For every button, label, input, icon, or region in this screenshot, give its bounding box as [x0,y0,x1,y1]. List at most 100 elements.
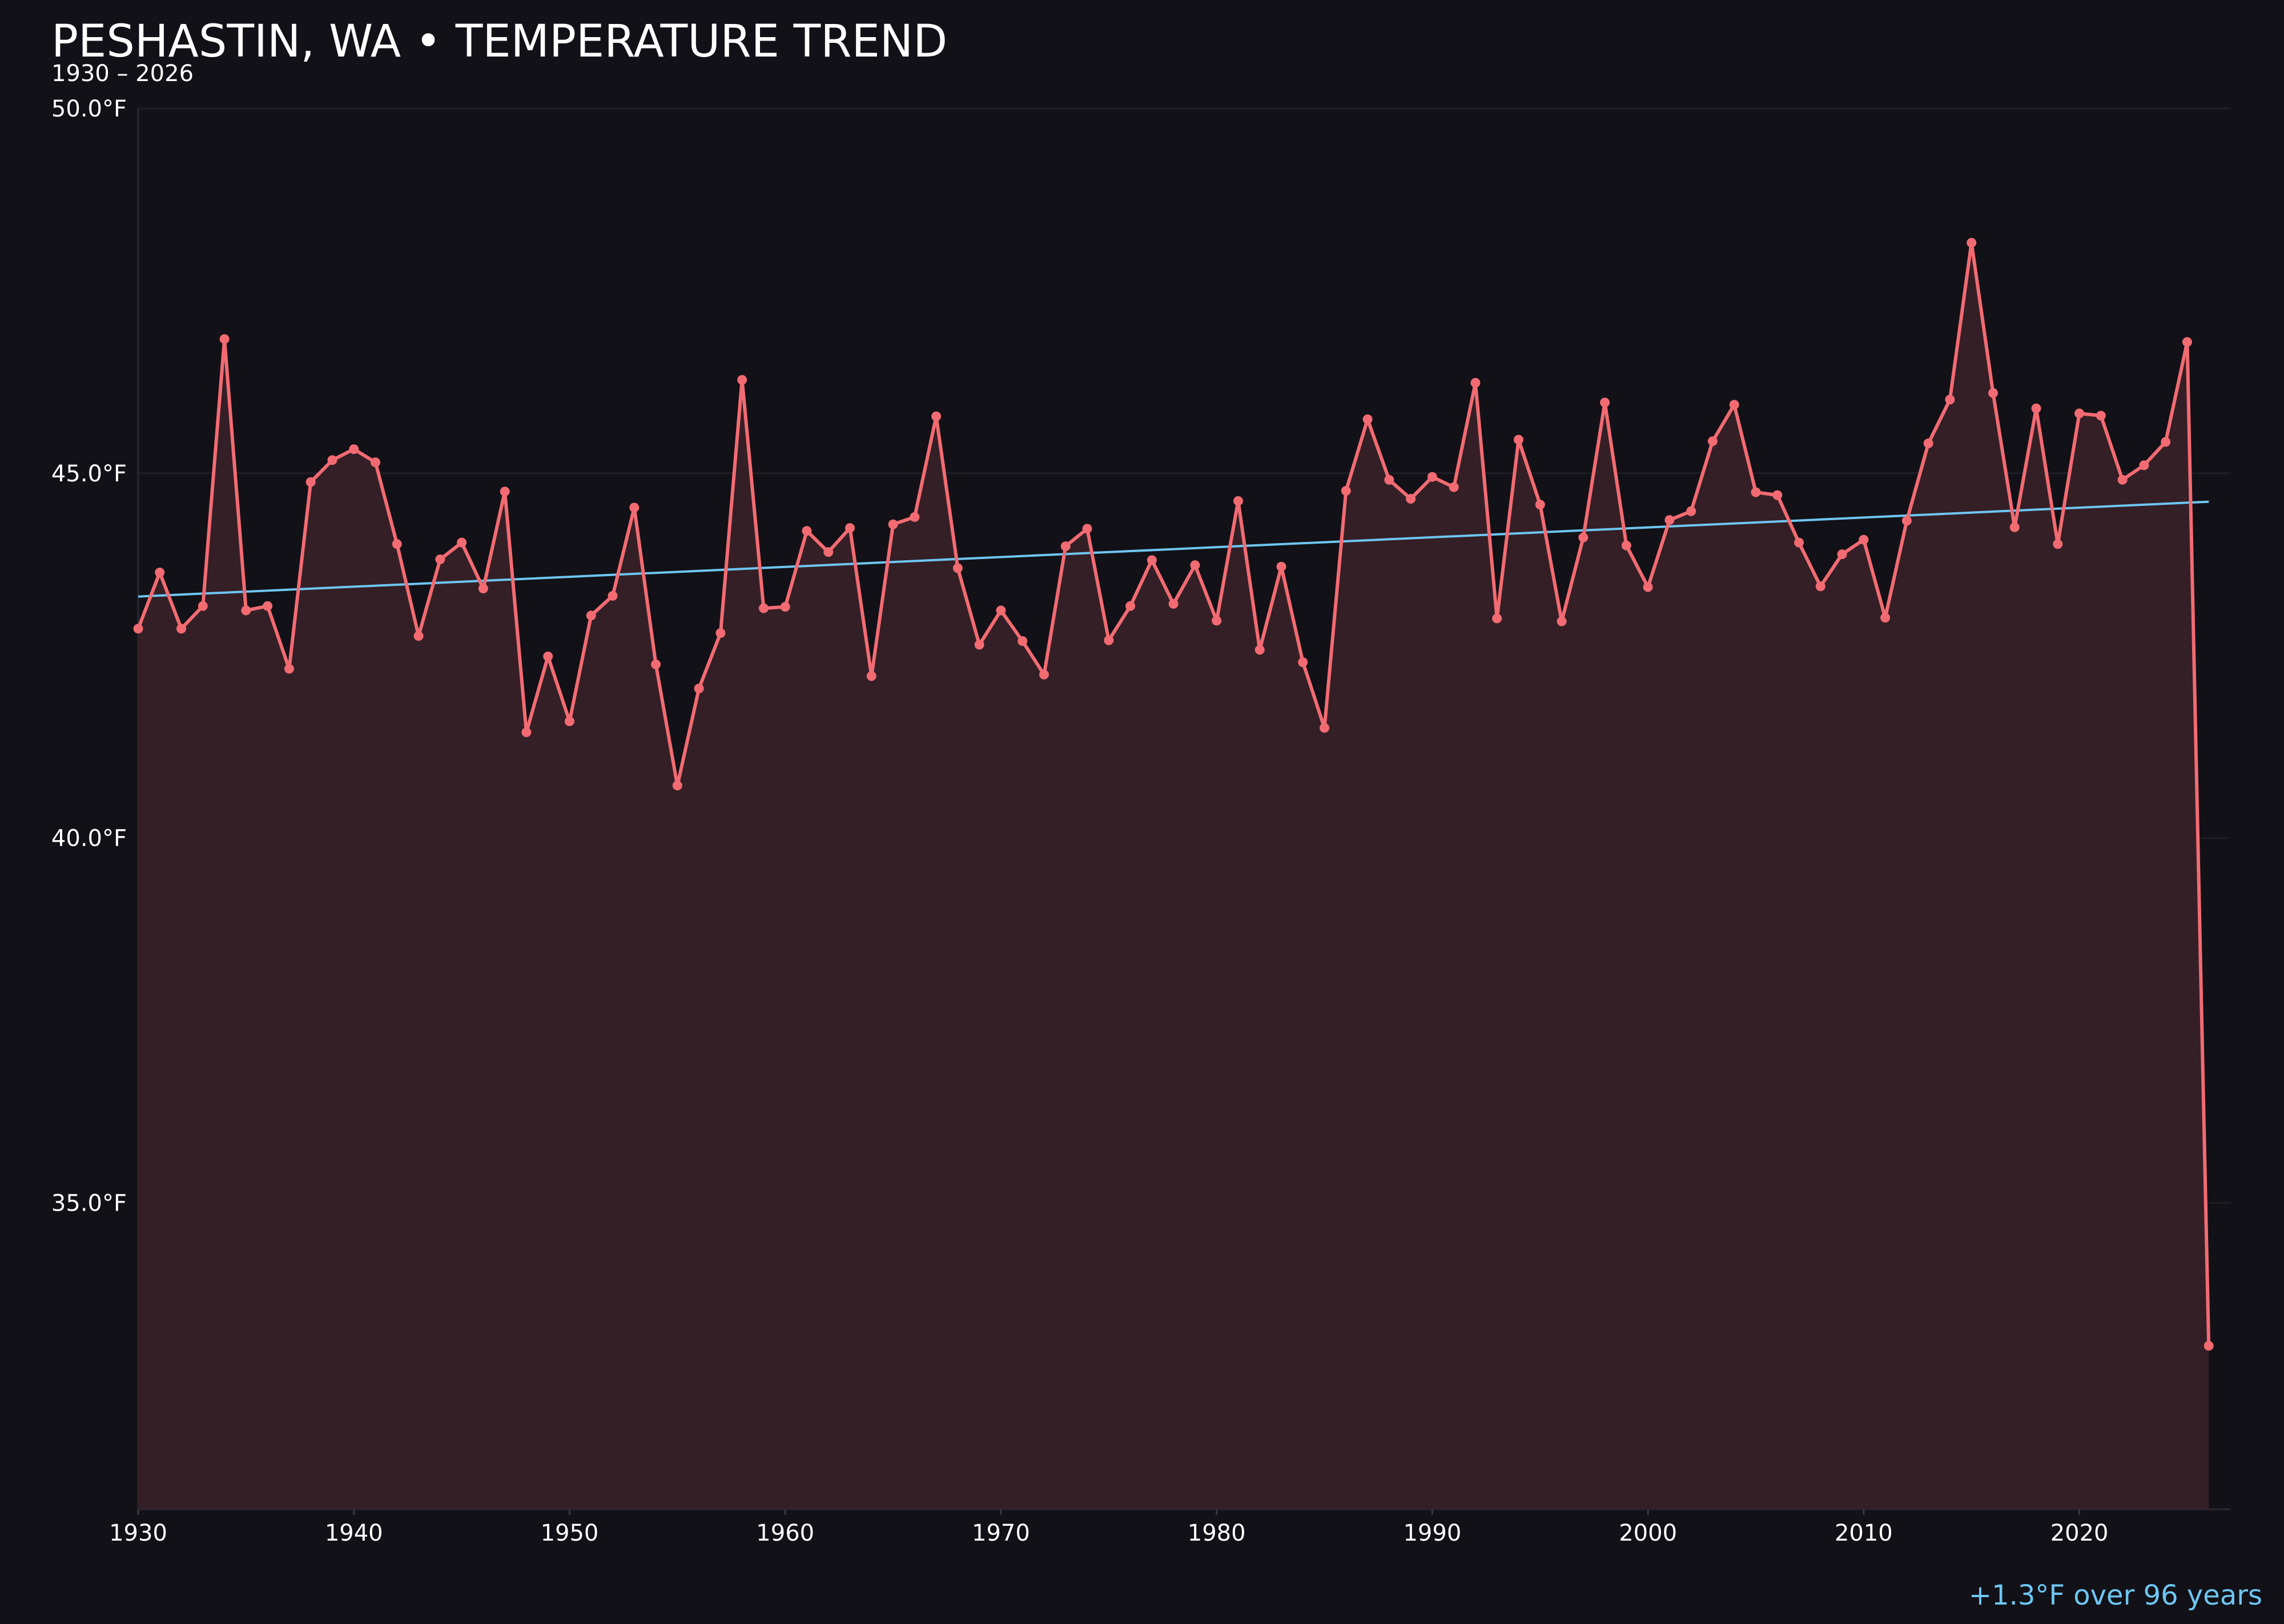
data-point [910,512,920,522]
data-point [435,554,445,565]
data-point [1513,435,1523,445]
data-point [780,602,790,612]
data-point [1082,524,1092,534]
data-point [1470,377,1481,388]
data-point [2203,1341,2214,1351]
data-point [349,444,359,455]
data-point [2117,475,2128,485]
data-point [694,684,704,694]
data-point [1557,616,1567,626]
data-point [1794,537,1804,548]
data-point [1901,516,1912,526]
data-point [1772,490,1783,500]
data-point [133,624,143,634]
x-tick-label: 1940 [325,1520,383,1546]
data-point [823,547,834,557]
y-tick-label: 35.0°F [51,1190,127,1216]
data-point [478,584,488,594]
x-tick-label: 2010 [1835,1520,1893,1546]
data-point [1298,657,1308,668]
data-point [1621,540,1631,550]
data-point [952,563,963,573]
data-point [1254,645,1265,655]
data-point [888,519,898,529]
data-point [1945,395,1955,405]
y-axis-ticks: 35.0°F 40.0°F 45.0°F 50.0°F [51,96,127,1216]
data-point [1600,397,1610,408]
x-tick-label: 1950 [541,1520,599,1546]
data-point [521,727,532,737]
data-point [564,716,574,726]
data-point [198,601,208,611]
data-point [1686,506,1696,516]
data-point [1406,494,1416,504]
data-point [371,457,381,468]
chart-subtitle: 1930 – 2026 [51,61,194,87]
data-point [586,610,596,621]
data-point [176,624,187,634]
data-point [1751,487,1761,497]
data-point [845,523,855,533]
data-point [1859,534,1869,545]
data-point [413,631,424,641]
data-point [1104,635,1114,645]
data-point [1707,436,1718,447]
data-point [1578,532,1589,542]
data-point [500,487,510,497]
data-point [2009,522,2020,532]
data-point [1449,482,1459,492]
y-tick-label: 50.0°F [51,96,127,122]
data-point [1729,400,1739,410]
data-point [715,628,726,638]
data-point [2182,337,2192,347]
data-point [1492,613,1502,624]
data-point [1233,496,1243,506]
temperature-area [138,243,2209,1509]
data-point [2053,539,2063,549]
data-point [2161,437,2171,447]
data-point [1212,616,1222,626]
data-point [672,781,682,791]
data-point [457,537,467,548]
data-point [1535,500,1545,510]
data-point [1018,636,1028,646]
data-point [2139,460,2149,471]
data-point [996,605,1006,616]
data-point [1190,560,1200,570]
data-point [1147,555,1157,565]
data-point [284,664,294,674]
data-point [1341,485,1351,496]
data-points [133,238,2214,1351]
data-point [2096,411,2106,421]
data-point [802,526,812,536]
data-point [1276,561,1286,572]
x-tick-label: 2000 [1619,1520,1677,1546]
data-point [1923,438,1933,448]
data-point [1427,472,1437,482]
data-point [608,590,618,601]
x-tick-label: 1980 [1188,1520,1246,1546]
x-tick-label: 1930 [109,1520,167,1546]
data-point [219,334,230,344]
data-point [1384,475,1394,485]
data-point [737,375,747,385]
data-point [241,605,251,616]
data-point [758,603,769,613]
data-point [1060,541,1071,552]
data-point [2074,408,2085,419]
data-point [327,455,337,465]
data-point [1362,414,1373,424]
data-point [1664,515,1675,525]
x-tick-label: 1970 [972,1520,1030,1546]
data-point [305,477,316,487]
data-point [1320,723,1330,733]
data-point [1815,581,1825,592]
trend-annotation: +1.3°F over 96 years [1968,1579,2262,1611]
data-point [1168,598,1179,609]
data-point [1039,669,1049,680]
data-point [543,651,553,661]
y-tick-label: 40.0°F [51,826,127,852]
data-point [629,503,640,513]
data-point [2031,403,2041,413]
